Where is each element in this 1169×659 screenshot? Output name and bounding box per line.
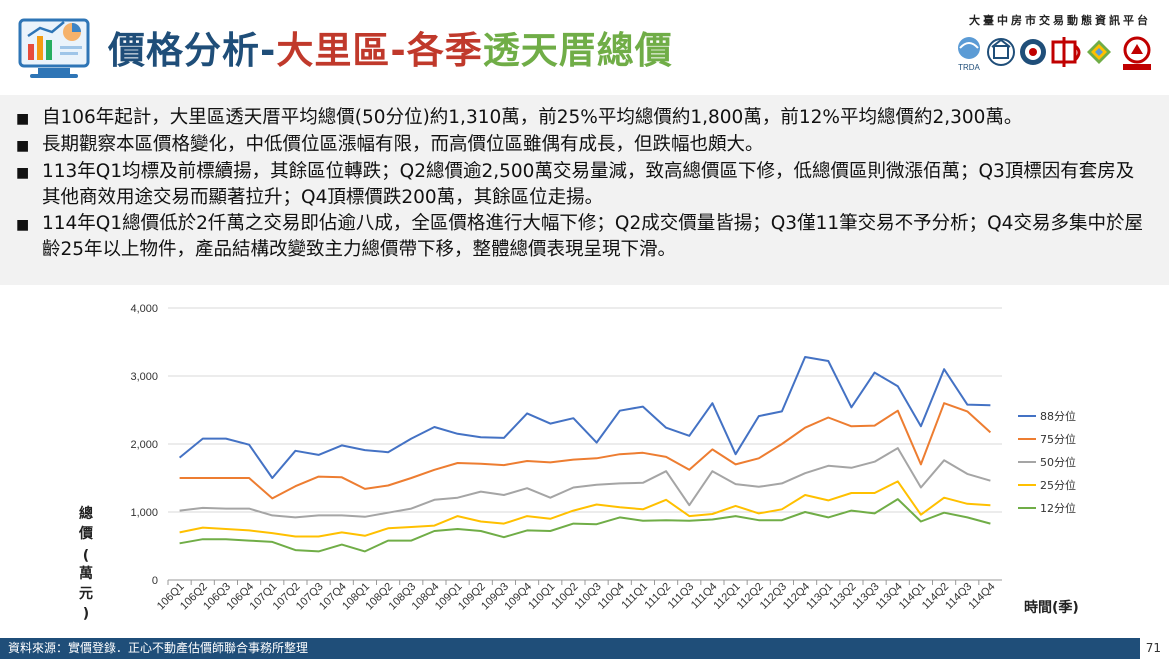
y-tick-label: 0 xyxy=(152,575,158,587)
bullet-item: ■ 自106年起計，大里區透天厝平均總價(50分位)約1,310萬，前25%平均總… xyxy=(16,105,1149,132)
bullet-item: ■ 113年Q1均標及前標續揚，其餘區位轉跌；Q2總價逾2,500萬交易量減，致高… xyxy=(16,159,1149,211)
title-part-type: 透天厝總價 xyxy=(482,29,673,72)
y-axis-title-char: 價 xyxy=(78,525,94,542)
x-axis-title: 時間(季) xyxy=(1024,599,1079,616)
legend-label: 50分位 xyxy=(1040,455,1076,469)
series-line xyxy=(179,498,991,553)
bullet-item: ■ 長期觀察本區價格變化，中低價位區漲幅有限，而高價位區雖偶有成長，但跌幅也頗大。 xyxy=(16,132,1149,159)
square-bullet-icon: ■ xyxy=(16,165,30,181)
title-part-analysis: 價格分析- xyxy=(108,29,277,72)
series-line xyxy=(179,402,992,500)
bullet-text: 自106年起計，大里區透天厝平均總價(50分位)約1,310萬，前25%平均總價… xyxy=(42,107,1023,128)
taichung-logo-icon xyxy=(1051,37,1081,67)
price-chart: 0 1,000 2,000 3,000 4,000 106Q1 106Q2 106Q3 106Q… xyxy=(0,290,1169,635)
x-tick-label: 114Q4 xyxy=(966,581,997,612)
square-bullet-icon: ■ xyxy=(16,138,30,154)
legend-label: 75分位 xyxy=(1040,432,1076,446)
y-tick-label: 3,000 xyxy=(130,371,158,383)
y-tick-label: 1,000 xyxy=(130,507,158,519)
diamond-logo-icon xyxy=(1087,40,1111,64)
building-logo-icon xyxy=(987,38,1015,66)
bullet-text: 114年Q1總價低於2仟萬之交易即佔逾八成，全區價格進行大幅下修；Q2成交價量皆… xyxy=(42,213,1143,260)
trda-logo-icon: TRDA xyxy=(958,37,981,72)
emblem-logo-icon xyxy=(1020,39,1046,65)
series-line xyxy=(178,356,991,479)
partner-logos: TRDA xyxy=(958,36,1151,72)
square-bullet-icon: ■ xyxy=(16,111,30,127)
analytics-dashboard-icon xyxy=(18,18,90,78)
bullet-text: 113年Q1均標及前標續揚，其餘區位轉跌；Q2總價逾2,500萬交易量減，致高總… xyxy=(42,161,1135,208)
y-axis-title-char: 總 xyxy=(79,505,93,522)
ctreaa-logo-icon xyxy=(1123,36,1151,70)
y-axis-title-char: 萬 xyxy=(79,565,93,582)
line-chart-svg: 01,0002,0003,0004,000106Q1106Q2106Q3106Q… xyxy=(78,303,1079,622)
y-tick-label: 4,000 xyxy=(130,303,158,315)
legend-label: 88分位 xyxy=(1040,409,1076,423)
legend-label: 25分位 xyxy=(1040,478,1076,492)
y-axis-title-char: 元 xyxy=(79,586,93,602)
y-tick-label: 2,000 xyxy=(130,439,158,451)
trda-logo-label: TRDA xyxy=(958,63,980,72)
title-part-district: 大里區-各季 xyxy=(276,29,483,72)
series-line xyxy=(179,447,991,519)
page-number: 71 xyxy=(1145,641,1161,655)
bullet-text: 長期觀察本區價格變化，中低價位區漲幅有限，而高價位區雖偶有成長，但跌幅也頗大。 xyxy=(42,134,764,155)
y-axis-title-char: ) xyxy=(83,606,89,622)
series-line xyxy=(179,480,991,538)
x-tick-label: 110Q4 xyxy=(596,581,627,612)
page-title: 價格分析-大里區-各季透天厝總價 xyxy=(108,20,673,74)
legend-label: 12分位 xyxy=(1040,501,1076,515)
y-axis-title-char: ( xyxy=(83,548,89,564)
square-bullet-icon: ■ xyxy=(16,217,30,233)
bullet-item: ■ 114年Q1總價低於2仟萬之交易即佔逾八成，全區價格進行大幅下修；Q2成交價量… xyxy=(16,211,1149,263)
slide-header: 價格分析-大里區-各季透天厝總價 大臺中房市交易動態資訊平台 TRDA xyxy=(0,0,1169,92)
summary-bullets: ■ 自106年起計，大里區透天厝平均總價(50分位)約1,310萬，前25%平均總… xyxy=(0,95,1169,285)
source-footer: 資料來源：實價登錄．正心不動產估價師聯合事務所整理 xyxy=(0,638,1140,659)
platform-name: 大臺中房市交易動態資訊平台 xyxy=(969,14,1151,27)
